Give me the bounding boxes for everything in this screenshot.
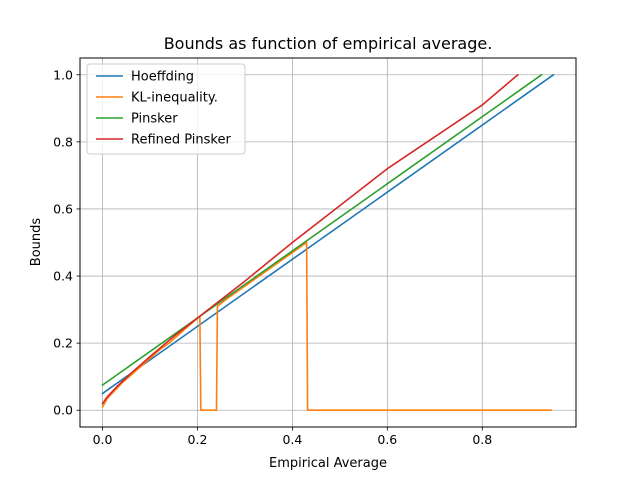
x-tick-label: 0.4 xyxy=(282,432,302,447)
y-tick-label: 0.6 xyxy=(53,201,73,216)
axis-ticks: 0.0 0.2 0.4 0.6 0.8 0.0 0.2 0.4 0.6 0.8 1.0 xyxy=(53,67,492,447)
y-tick-label: 0.0 xyxy=(53,403,73,418)
chart-legend: Hoeffding KL-inequality. Pinsker Refined Pi… xyxy=(86,63,246,155)
data-series xyxy=(101,73,555,412)
series-line-refined-pinsker xyxy=(101,73,519,405)
x-tick-label: 0.8 xyxy=(472,432,492,447)
y-tick-label: 0.8 xyxy=(53,134,73,149)
legend-label: KL-inequality. xyxy=(131,91,218,106)
x-tick-label: 0.0 xyxy=(93,432,113,447)
legend-box xyxy=(86,63,246,155)
legend-label: Hoeffding xyxy=(131,70,194,85)
y-tick-label: 0.2 xyxy=(53,336,73,351)
series-line-pinsker xyxy=(101,73,543,387)
legend-label: Refined Pinsker xyxy=(131,133,231,148)
legend-label: Pinsker xyxy=(131,112,178,127)
y-tick-label: 1.0 xyxy=(53,67,73,82)
chart-title: Bounds as function of empirical average. xyxy=(164,34,493,53)
series-line-kl-inequality xyxy=(101,241,552,412)
x-tick-label: 0.6 xyxy=(377,432,397,447)
plot-frame xyxy=(79,57,577,428)
y-tick-label: 0.4 xyxy=(53,269,73,284)
series-line-hoeffding xyxy=(101,73,555,395)
x-tick-label: 0.2 xyxy=(188,432,208,447)
x-axis-label: Empirical Average xyxy=(269,456,387,471)
y-axis-label: Bounds xyxy=(29,218,44,267)
